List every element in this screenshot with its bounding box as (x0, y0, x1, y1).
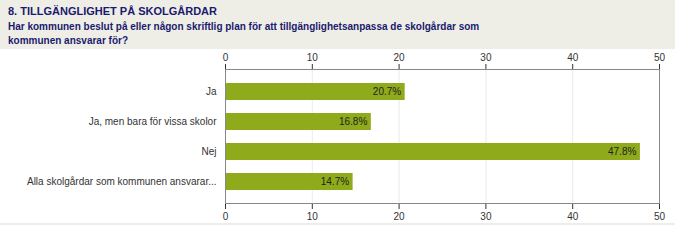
svg-text:0: 0 (223, 211, 229, 222)
svg-text:30: 30 (480, 52, 492, 63)
html-text:Har kommunen beslut på eller n: Har kommunen beslut på eller någon skrif… (8, 21, 480, 46)
svg-text:50: 50 (654, 211, 666, 222)
svg-text:16.8%: 16.8% (339, 116, 367, 127)
html-text:8. TILLGÄNGLIGHET PÅ SKOLGÅRDA: 8. TILLGÄNGLIGHET PÅ SKOLGÅRDAR (8, 5, 217, 17)
svg-text:Nej: Nej (201, 146, 216, 157)
svg-text:20: 20 (394, 211, 406, 222)
svg-text:0: 0 (223, 52, 229, 63)
svg-text:Alla skolgårdar som kommunen a: Alla skolgårdar som kommunen ansvarar... (27, 176, 217, 187)
svg-text:40: 40 (567, 211, 579, 222)
svg-text:47.8%: 47.8% (608, 146, 636, 157)
svg-text:40: 40 (567, 52, 579, 63)
svg-text:Ja, men bara för vissa skolor: Ja, men bara för vissa skolor (89, 116, 217, 127)
svg-text:10: 10 (307, 52, 319, 63)
svg-text:10: 10 (307, 211, 319, 222)
svg-text:30: 30 (480, 211, 492, 222)
svg-text:50: 50 (654, 52, 666, 63)
svg-text:20: 20 (394, 52, 406, 63)
svg-text:20.7%: 20.7% (373, 86, 401, 97)
svg-text:14.7%: 14.7% (321, 176, 349, 187)
svg-text:Ja: Ja (206, 86, 217, 97)
